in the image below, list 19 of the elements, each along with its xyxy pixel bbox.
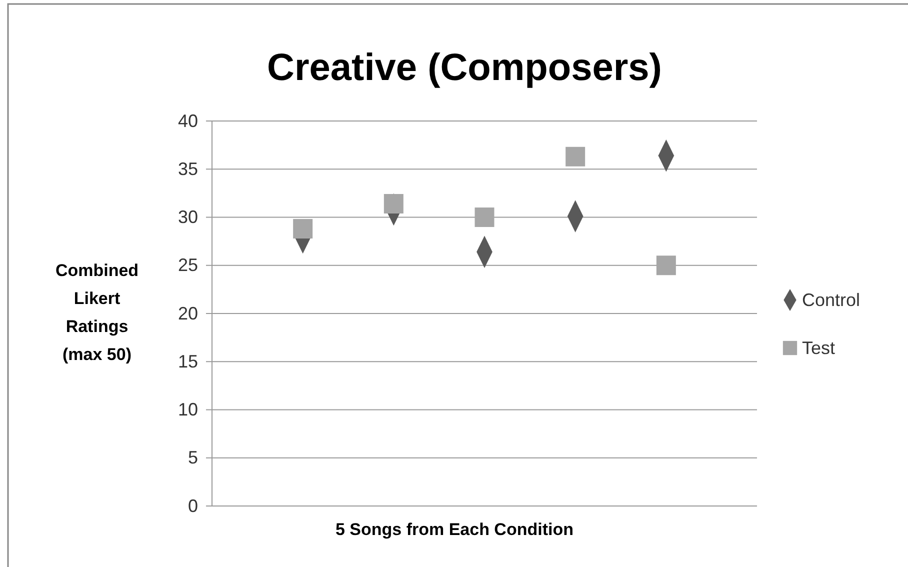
legend-label: Test bbox=[802, 338, 836, 358]
y-tick-label: 40 bbox=[178, 110, 198, 131]
legend-label: Control bbox=[802, 290, 860, 310]
y-tick-label: 5 bbox=[188, 448, 198, 468]
x-axis-title: 5 Songs from Each Condition bbox=[335, 520, 574, 539]
y-tick-label: 0 bbox=[188, 496, 198, 516]
point bbox=[656, 256, 676, 276]
point bbox=[474, 208, 494, 227]
chart-title: Creative (Composers) bbox=[267, 47, 662, 89]
y-tick-label: 20 bbox=[178, 303, 198, 324]
point bbox=[566, 146, 586, 166]
y-axis-title: Combined Likert Ratings (max 50) bbox=[55, 261, 139, 364]
y-tick-label: 30 bbox=[178, 207, 198, 228]
y-tick-label: 35 bbox=[178, 158, 198, 179]
y-tick-label: 10 bbox=[178, 400, 198, 420]
point bbox=[384, 194, 404, 214]
point bbox=[293, 219, 313, 239]
y-tick-label: 25 bbox=[178, 255, 198, 276]
y-tick-label: 15 bbox=[178, 351, 198, 372]
